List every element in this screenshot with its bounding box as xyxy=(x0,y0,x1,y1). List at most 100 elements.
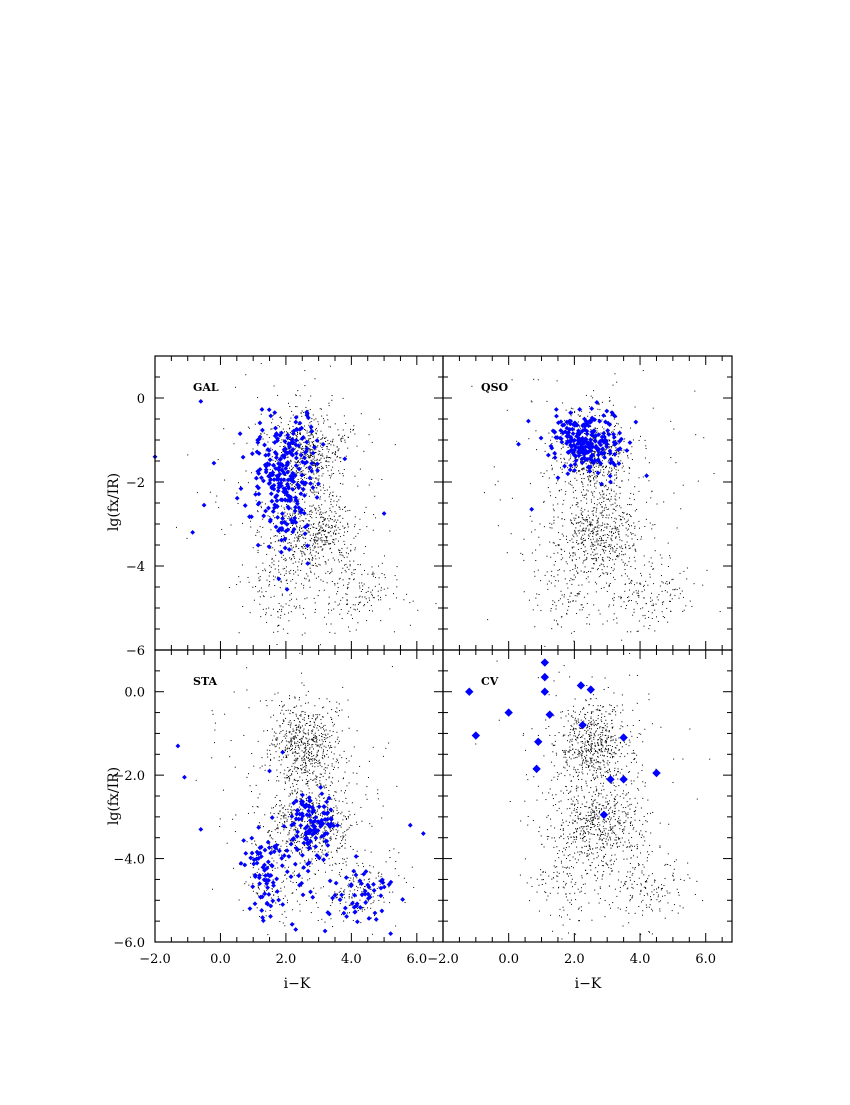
background-point xyxy=(650,597,651,598)
background-point xyxy=(600,545,601,546)
background-point xyxy=(318,510,319,511)
background-point xyxy=(575,531,576,532)
background-point xyxy=(354,476,355,477)
background-point xyxy=(276,737,277,738)
background-point xyxy=(306,794,307,795)
background-point xyxy=(313,414,314,415)
background-point xyxy=(305,703,306,704)
background-point xyxy=(299,607,300,608)
background-point xyxy=(349,631,350,632)
background-point xyxy=(286,740,287,741)
background-point xyxy=(270,571,271,572)
background-point xyxy=(551,575,552,576)
background-point xyxy=(601,564,602,565)
background-point xyxy=(347,594,348,595)
background-point xyxy=(308,435,309,436)
background-point xyxy=(275,541,276,542)
background-point xyxy=(622,463,623,464)
background-point xyxy=(339,516,340,517)
background-point xyxy=(318,475,319,476)
background-point xyxy=(315,478,316,479)
background-point xyxy=(311,733,312,734)
background-point xyxy=(549,542,550,543)
background-point xyxy=(606,526,607,527)
background-point xyxy=(581,411,582,412)
background-point xyxy=(604,552,605,553)
background-point xyxy=(342,518,343,519)
background-point xyxy=(578,585,579,586)
background-point xyxy=(338,812,339,813)
background-point xyxy=(614,468,615,469)
background-point xyxy=(587,525,588,526)
background-point xyxy=(329,496,330,497)
background-point xyxy=(406,594,407,595)
highlight-point xyxy=(274,524,279,529)
background-point xyxy=(574,411,575,412)
background-point xyxy=(318,530,319,531)
background-point xyxy=(314,548,315,549)
background-point xyxy=(360,596,361,597)
background-point xyxy=(360,469,361,470)
background-point xyxy=(289,814,290,815)
background-point xyxy=(319,467,320,468)
background-point xyxy=(309,520,310,521)
background-point xyxy=(588,478,589,479)
background-point xyxy=(347,588,348,589)
background-point xyxy=(324,540,325,541)
background-point xyxy=(568,447,569,448)
background-point xyxy=(291,766,292,767)
background-point xyxy=(289,518,290,519)
background-point xyxy=(292,550,293,551)
background-point xyxy=(291,534,292,535)
background-point xyxy=(658,599,659,600)
background-point xyxy=(261,363,262,364)
background-point xyxy=(366,507,367,508)
background-point xyxy=(297,450,298,451)
background-point xyxy=(321,846,322,847)
background-point xyxy=(623,512,624,513)
background-point xyxy=(289,742,290,743)
background-point xyxy=(404,878,405,879)
background-point xyxy=(538,537,539,538)
background-point xyxy=(614,483,615,484)
background-point xyxy=(300,550,301,551)
background-point xyxy=(265,570,266,571)
background-point xyxy=(327,767,328,768)
background-point xyxy=(599,503,600,504)
background-point xyxy=(680,573,681,574)
background-point xyxy=(627,576,628,577)
background-point xyxy=(282,914,283,915)
background-point xyxy=(348,582,349,583)
background-point xyxy=(619,505,620,506)
background-point xyxy=(596,560,597,561)
background-point xyxy=(316,473,317,474)
background-point xyxy=(570,454,571,455)
background-point xyxy=(343,836,344,837)
background-point xyxy=(321,438,322,439)
background-point xyxy=(266,612,267,613)
background-point xyxy=(628,524,629,525)
background-point xyxy=(313,539,314,540)
background-point xyxy=(566,410,567,411)
background-point xyxy=(580,510,581,511)
background-point xyxy=(305,745,306,746)
background-point xyxy=(670,601,671,602)
background-point xyxy=(576,523,577,524)
background-point xyxy=(324,438,325,439)
background-point xyxy=(293,563,294,564)
background-point xyxy=(609,560,610,561)
background-point xyxy=(328,765,329,766)
background-point xyxy=(353,879,354,880)
background-point xyxy=(299,732,300,733)
highlight-point xyxy=(315,468,320,473)
highlight-point xyxy=(382,511,387,516)
background-point xyxy=(310,540,311,541)
background-point xyxy=(601,537,602,538)
background-point xyxy=(552,436,553,437)
background-point xyxy=(270,717,271,718)
background-point xyxy=(606,449,607,450)
background-point xyxy=(311,460,312,461)
background-point xyxy=(304,717,305,718)
background-point xyxy=(281,605,282,606)
background-point xyxy=(611,532,612,533)
